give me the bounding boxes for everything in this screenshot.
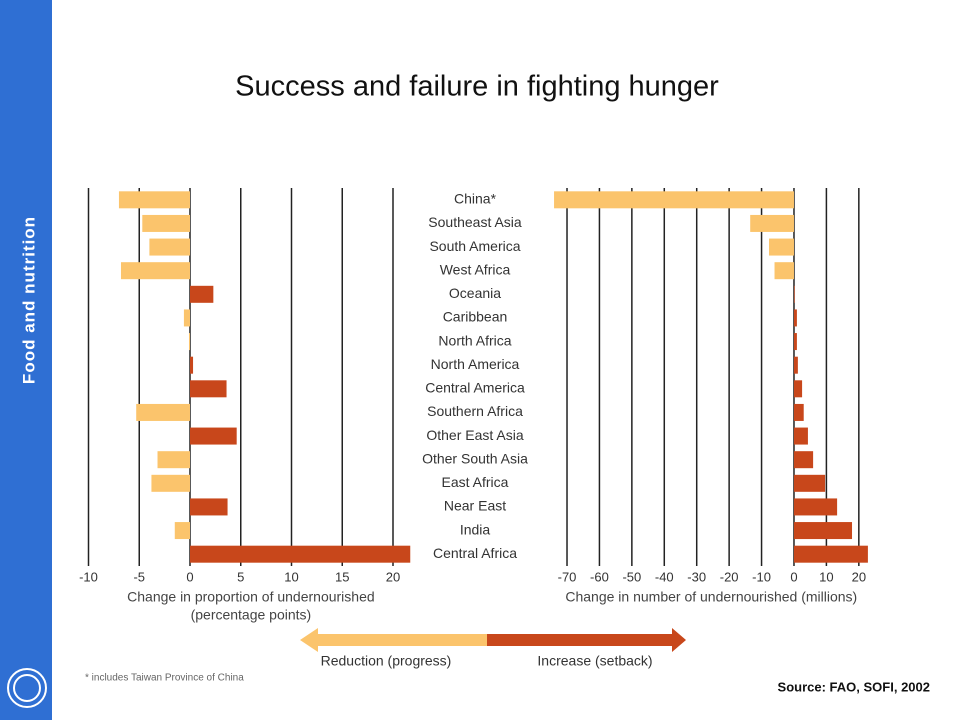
bar (793, 380, 803, 398)
bar (793, 285, 795, 303)
category-label: Oceania (449, 285, 501, 301)
source: Source: FAO, SOFI, 2002 (778, 679, 930, 694)
category-label: Other South Asia (422, 450, 528, 466)
x-tick-label: 0 (790, 569, 797, 584)
bar (149, 238, 190, 256)
sidebar-label: Food and nutrition (19, 216, 38, 384)
category-label: Southeast Asia (428, 214, 522, 230)
x-tick-label: 15 (335, 569, 349, 584)
bar (793, 403, 804, 421)
bar (793, 451, 814, 469)
bar (118, 191, 190, 209)
bar (190, 285, 214, 303)
bar (793, 474, 826, 492)
x-tick-label: -60 (590, 569, 609, 584)
bar (190, 380, 227, 398)
x-tick-label: -10 (79, 569, 98, 584)
bar (142, 214, 190, 232)
bar (793, 545, 868, 563)
category-label: West Africa (440, 261, 511, 277)
category-label: Other East Asia (426, 427, 523, 443)
bar (793, 356, 798, 374)
bar (793, 333, 797, 351)
x-tick-label: 5 (237, 569, 244, 584)
bar (183, 309, 190, 327)
bar (190, 498, 228, 516)
x-tick-label: -10 (752, 569, 771, 584)
legend-increase: Increase (setback) (537, 653, 652, 669)
bar (793, 498, 838, 516)
footnote: * includes Taiwan Province of China (85, 673, 244, 684)
legend-arrow (300, 628, 686, 652)
bar (554, 191, 794, 209)
bar (769, 238, 794, 256)
category-label: Central Africa (433, 545, 517, 561)
bar (190, 427, 237, 445)
x-tick-label: -30 (687, 569, 706, 584)
category-label: Central America (425, 380, 525, 396)
x-tick-label: 10 (819, 569, 833, 584)
category-label: Southern Africa (427, 403, 523, 419)
x-axis-label: Change in proportion of undernourished (127, 589, 375, 605)
x-tick-label: 20 (386, 569, 400, 584)
bar (157, 451, 190, 469)
bar (793, 309, 797, 327)
bar (793, 427, 808, 445)
bar (190, 356, 194, 374)
bar (120, 262, 190, 280)
x-tick-label: -20 (720, 569, 739, 584)
category-label: South America (429, 238, 520, 254)
bar (136, 403, 190, 421)
x-axis-label: Change in number of undernourished (mill… (565, 589, 857, 605)
bar (188, 333, 190, 351)
x-tick-label: -40 (655, 569, 674, 584)
title: Success and failure in fighting hunger (235, 71, 719, 103)
bar (750, 214, 794, 232)
category-label: North Africa (438, 332, 511, 348)
category-label: North America (431, 356, 520, 372)
logo (7, 668, 47, 708)
x-tick-label: -70 (558, 569, 577, 584)
x-tick-label: 10 (284, 569, 298, 584)
category-label: China* (454, 191, 497, 207)
bar (793, 522, 853, 540)
category-label: Near East (444, 498, 506, 514)
category-label: Caribbean (443, 309, 508, 325)
bar (774, 262, 794, 280)
bar (190, 545, 411, 563)
x-tick-label: -50 (622, 569, 641, 584)
bar (151, 474, 190, 492)
x-tick-label: 20 (852, 569, 866, 584)
x-tick-label: 0 (186, 569, 193, 584)
sidebar (0, 0, 52, 720)
bar (174, 522, 190, 540)
category-label: East Africa (442, 474, 509, 490)
x-tick-label: -5 (133, 569, 145, 584)
x-axis-label: (percentage points) (191, 607, 312, 623)
legend-reduction: Reduction (progress) (321, 653, 452, 669)
category-label: India (460, 521, 491, 537)
